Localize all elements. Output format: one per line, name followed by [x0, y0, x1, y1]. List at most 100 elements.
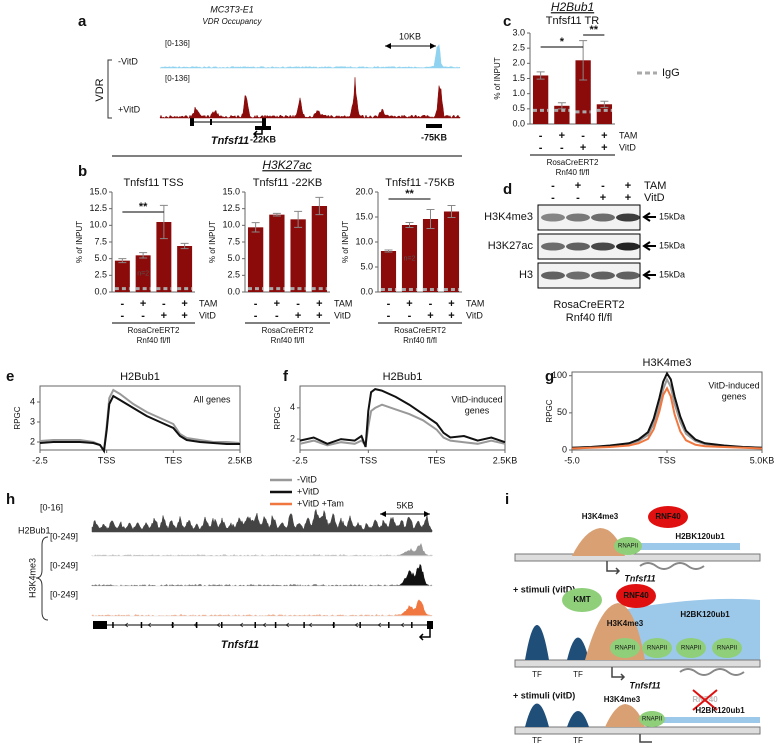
mark-label: H3K4me3	[27, 558, 37, 598]
polymerase	[642, 638, 672, 658]
y-tick-label: 10.0	[222, 220, 240, 230]
error-bar	[180, 242, 189, 250]
bar	[135, 255, 151, 292]
exon	[274, 622, 277, 628]
condition-sign: -	[539, 130, 543, 142]
condition-sign: -	[254, 298, 258, 310]
panel-label: h	[6, 491, 15, 508]
polymerase	[639, 711, 665, 727]
y-tick-label: 0.0	[94, 286, 107, 296]
gene-name: Tnfsf11	[624, 573, 655, 583]
y-tick-label: 0.0	[360, 286, 373, 296]
error-bar	[118, 258, 127, 264]
x-tick-label: -2.5	[32, 455, 48, 465]
rnf40	[648, 506, 688, 528]
y-tick-label: 1.5	[512, 73, 525, 83]
note: n=2	[137, 271, 149, 278]
condition-name: TAM	[619, 130, 637, 140]
polymerase	[610, 638, 640, 658]
x-tick-label: TSS	[658, 455, 676, 465]
panel-h: [0-16] H2Bub1 5KB H3K4me3 [0-249] [0-249…	[18, 474, 433, 651]
intron-arrow	[262, 622, 267, 628]
intron-arrow	[124, 622, 129, 628]
scale-arrows	[380, 511, 430, 517]
condition-sign: +	[625, 180, 631, 192]
genotype: Rnf40 fl/fl	[566, 312, 612, 324]
polymerase-label: RNAPII	[615, 646, 635, 652]
y-tick-label: 2	[30, 436, 35, 446]
region-bar	[426, 124, 442, 128]
track-label: +VitD	[118, 104, 141, 114]
condition-sign: +	[295, 310, 301, 322]
intron-arrow	[354, 622, 359, 628]
exon	[140, 622, 143, 628]
polymerase-label: RNAPII	[618, 544, 638, 550]
y-tick-label: 15.0	[355, 211, 373, 221]
condition-sign: -	[121, 298, 125, 310]
tf-label: TF	[532, 670, 542, 679]
tss-arrow	[611, 667, 626, 681]
chart-title: H2Bub1	[120, 371, 160, 383]
tf	[567, 637, 589, 660]
condition-name: TAM	[466, 298, 484, 308]
annotation: genes	[465, 405, 490, 415]
stimulus: + stimuli (vitD)	[513, 584, 575, 594]
exon	[195, 622, 198, 628]
ub-label: H2BK120ub1	[695, 706, 745, 715]
transcript	[639, 562, 705, 570]
bar	[177, 246, 193, 292]
chart-title: Tnfsf11 -75KB	[385, 177, 455, 189]
y-tick-label: 5.0	[94, 253, 107, 263]
condition-sign: -	[551, 192, 555, 204]
mark-label: H3K4me3	[604, 695, 641, 704]
tf	[567, 711, 589, 727]
bar	[575, 60, 591, 124]
condition-name: TAM	[199, 298, 217, 308]
band	[566, 271, 590, 280]
condition-sign: +	[181, 298, 187, 310]
bar	[156, 222, 172, 292]
y-tick-label: 2.5	[94, 270, 107, 280]
nucleosome	[605, 704, 645, 727]
line	[571, 386, 763, 450]
panel-label: a	[78, 13, 87, 30]
signal-track	[91, 563, 433, 587]
condition-sign: +	[161, 310, 167, 322]
y-tick-label: 5.0	[227, 253, 240, 263]
tss-arrow	[606, 561, 621, 575]
bar	[401, 225, 418, 292]
bar	[443, 211, 460, 292]
line	[299, 388, 506, 448]
band	[616, 242, 640, 251]
annotation: VitD-induced	[708, 380, 759, 390]
polymerase	[676, 638, 706, 658]
y-tick-label: 0.0	[512, 118, 525, 128]
exon	[332, 622, 335, 628]
condition-sign: +	[580, 142, 586, 154]
condition-sign: -	[275, 310, 279, 322]
condition-sign: +	[316, 310, 322, 322]
condition-sign: +	[181, 310, 187, 322]
error-bar	[384, 249, 393, 253]
band-name: H3K27ac	[488, 240, 534, 252]
exon	[93, 621, 107, 629]
condition-sign: +	[274, 298, 280, 310]
exon	[388, 622, 390, 628]
nucleosome	[572, 528, 625, 556]
significance-label: **	[589, 24, 598, 36]
gene-name: Tnfsf11	[629, 680, 660, 690]
plot-frame	[299, 385, 506, 451]
intron-arrow	[170, 622, 175, 628]
error-bar	[447, 205, 456, 218]
condition-sign: -	[551, 180, 555, 192]
chart-title: Tnfsf11 -22KB	[253, 177, 323, 189]
mark-label: H3K4me3	[607, 619, 644, 628]
y-tick-label: 7.5	[94, 236, 107, 246]
band	[566, 213, 590, 222]
panel-label: e	[6, 368, 14, 385]
ub-label: H2BK120ub1	[675, 532, 725, 541]
exon	[427, 621, 433, 629]
track-label: H2Bub1	[18, 525, 51, 535]
condition-sign: +	[601, 142, 607, 154]
track-subtitle: VDR Occupancy	[202, 17, 262, 26]
